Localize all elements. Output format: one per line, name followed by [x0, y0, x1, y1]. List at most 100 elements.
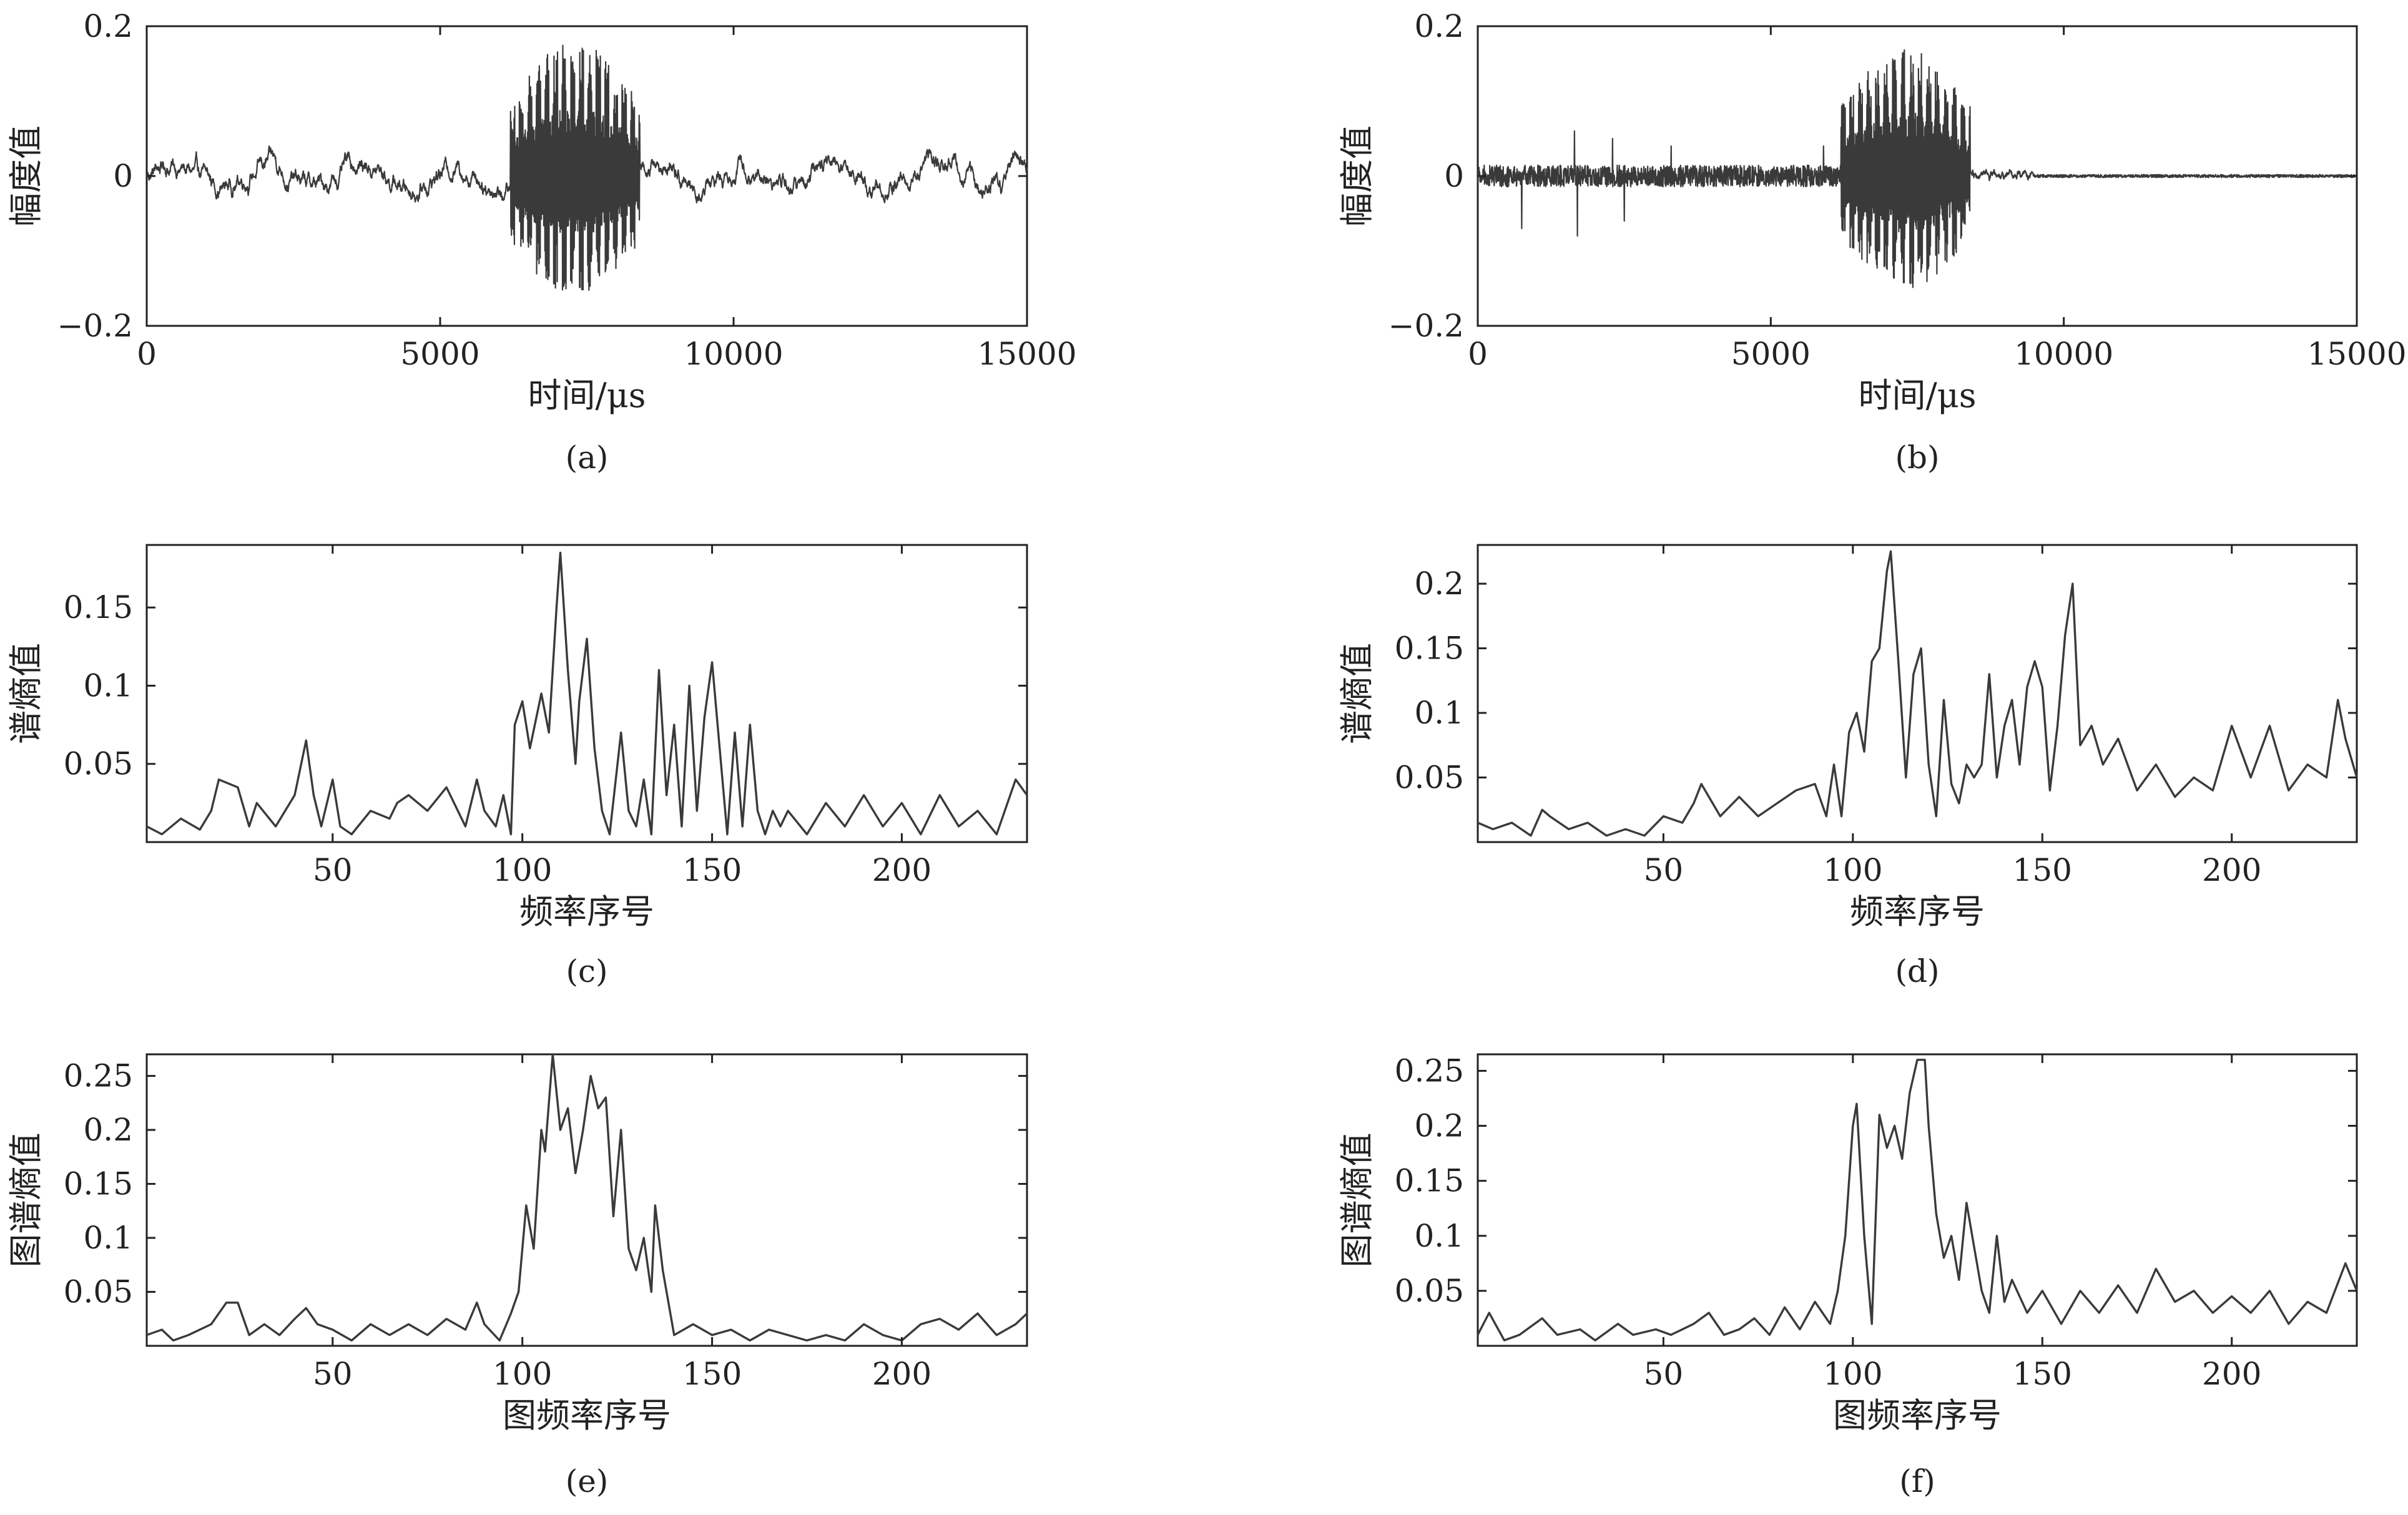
y-tick-label: 0.05	[64, 1274, 133, 1310]
plot-area	[145, 25, 1028, 327]
x-tick-label: 5000	[400, 336, 479, 372]
panel-caption: (d)	[1895, 953, 1939, 989]
y-axis-label: 谱熵值	[6, 643, 46, 744]
y-tick-label: 0	[113, 158, 133, 194]
x-ticks: 50 100 150 200	[313, 1054, 931, 1392]
x-tick-label: 150	[682, 1356, 742, 1392]
x-tick-label: 150	[2013, 1356, 2072, 1392]
x-tick-label: 10000	[684, 336, 783, 372]
x-ticks: 0 5000 10000 15000	[1468, 26, 2407, 372]
y-tick-label: −0.2	[57, 308, 133, 344]
panel-b: 0 5000 10000 15000 −0.200.2 时间/μs 幅度值 (b)	[1337, 8, 2407, 476]
panel-caption: (b)	[1895, 439, 1939, 476]
x-tick-label: 50	[1644, 852, 1684, 888]
panel-c: 50 100 150 200 0.05 0.1 0.15 频率序号 谱熵值 (c)	[6, 544, 1028, 989]
x-tick-label: 50	[313, 1356, 353, 1392]
plot-area	[145, 544, 1028, 843]
x-axis-label: 图频率序号	[1833, 1396, 2002, 1435]
y-ticks: −0.2 0 0.2	[1388, 8, 2357, 344]
y-tick-label: 0.15	[64, 589, 133, 625]
x-tick-label: 100	[1823, 1356, 1882, 1392]
y-tick-label: 0.2	[83, 8, 133, 44]
panel-caption: (f)	[1899, 1463, 1935, 1499]
y-tick-label: 0.05	[64, 746, 133, 782]
x-tick-label: 50	[1644, 1356, 1684, 1392]
x-axis-label: 时间/μs	[528, 376, 646, 415]
data-series-line	[146, 551, 1028, 836]
y-ticks: −0.2 0 0.2	[57, 8, 1027, 344]
y-tick-label: 0.25	[64, 1058, 133, 1094]
axes-frame	[1477, 1053, 2358, 1347]
y-tick-label: 0.15	[1395, 1163, 1464, 1199]
plot-area	[1477, 25, 2358, 327]
y-ticks: 0.05 0.1 0.15	[64, 589, 1027, 782]
x-tick-label: 0	[137, 336, 157, 372]
plot-area	[1477, 544, 2358, 843]
y-tick-label: 0.1	[83, 667, 133, 704]
x-ticks: 50 100 150 200	[1644, 1054, 2261, 1392]
x-ticks: 50 100 150 200	[1644, 545, 2261, 888]
y-tick-label: 0.2	[1414, 8, 1464, 44]
x-tick-label: 200	[2202, 1356, 2261, 1392]
plot-area	[145, 1053, 1028, 1347]
data-series-line	[145, 44, 1028, 291]
y-axis-label: 图谱熵值	[1337, 1133, 1377, 1268]
x-axis-label: 频率序号	[519, 892, 654, 931]
axes-frame	[1477, 544, 2358, 843]
panel-caption: (e)	[566, 1463, 609, 1499]
x-tick-label: 100	[1823, 852, 1882, 888]
y-tick-label: 0.1	[83, 1220, 133, 1256]
panel-caption: (a)	[566, 439, 609, 476]
x-tick-label: 50	[313, 852, 353, 888]
y-tick-label: 0.1	[1414, 695, 1464, 731]
y-axis-label: 幅度值	[1337, 125, 1377, 227]
y-ticks: 0.05 0.1 0.15 0.2 0.25	[64, 1058, 1027, 1310]
x-tick-label: 150	[2013, 852, 2072, 888]
panel-a: 0 5000 10000 15000 −0.200.2 时间/μs 幅度值 (a)	[6, 8, 1077, 476]
y-tick-label: 0.05	[1395, 1273, 1464, 1309]
x-tick-label: 0	[1468, 336, 1488, 372]
x-tick-label: 5000	[1731, 336, 1811, 372]
plot-area	[1477, 1053, 2358, 1347]
panel-f: 50 100 150 200 0.05 0.1 0.15 0.2 0.25 图频率序号 图谱熵…	[1337, 1052, 2358, 1499]
x-axis-label: 时间/μs	[1859, 376, 1977, 415]
y-tick-label: 0.1	[1414, 1218, 1464, 1254]
x-axis-label: 频率序号	[1850, 892, 1985, 931]
y-axis-label: 谱熵值	[1337, 643, 1377, 744]
y-tick-label: 0.2	[83, 1112, 133, 1148]
data-series-line	[146, 1053, 1028, 1342]
x-tick-label: 200	[872, 1356, 931, 1392]
axes-frame	[145, 1053, 1028, 1347]
panel-caption: (c)	[566, 953, 607, 989]
x-tick-label: 15000	[2307, 336, 2406, 372]
y-axis-label: 图谱熵值	[6, 1133, 46, 1268]
y-tick-label: −0.2	[1388, 308, 1464, 344]
data-series-line	[1477, 49, 2357, 288]
x-tick-label: 200	[872, 852, 931, 888]
y-tick-label: 0.25	[1395, 1052, 1464, 1089]
y-tick-label: 0.05	[1395, 760, 1464, 796]
data-series-line	[1477, 550, 2358, 837]
y-ticks: 0.05 0.1 0.15 0.2 0.25	[1395, 1052, 2357, 1309]
y-tick-label: 0.2	[1414, 1108, 1464, 1144]
y-tick-label: 0	[1444, 158, 1464, 194]
axes-frame	[145, 544, 1028, 843]
x-tick-label: 100	[493, 1356, 552, 1392]
x-ticks: 0 5000 10000 15000	[137, 26, 1077, 372]
panel-d: 50 100 150 200 0.05 0.1 0.15 0.2 频率序号 谱熵值 (d)	[1337, 544, 2358, 989]
y-tick-label: 0.2	[1414, 566, 1464, 602]
y-tick-label: 0.15	[64, 1166, 133, 1202]
x-tick-label: 200	[2202, 852, 2261, 888]
x-tick-label: 15000	[977, 336, 1076, 372]
y-ticks: 0.05 0.1 0.15 0.2	[1395, 566, 2357, 796]
data-series-line	[1477, 1059, 2358, 1341]
x-tick-label: 10000	[2014, 336, 2113, 372]
y-axis-label: 幅度值	[6, 125, 46, 227]
panel-e: 50 100 150 200 0.05 0.1 0.15 0.2 0.25 图频率序号 图谱熵…	[6, 1053, 1028, 1499]
x-axis-label: 图频率序号	[503, 1396, 671, 1435]
y-tick-label: 0.15	[1395, 630, 1464, 667]
x-ticks: 50 100 150 200	[313, 545, 931, 888]
x-tick-label: 100	[493, 852, 552, 888]
x-tick-label: 150	[682, 852, 742, 888]
